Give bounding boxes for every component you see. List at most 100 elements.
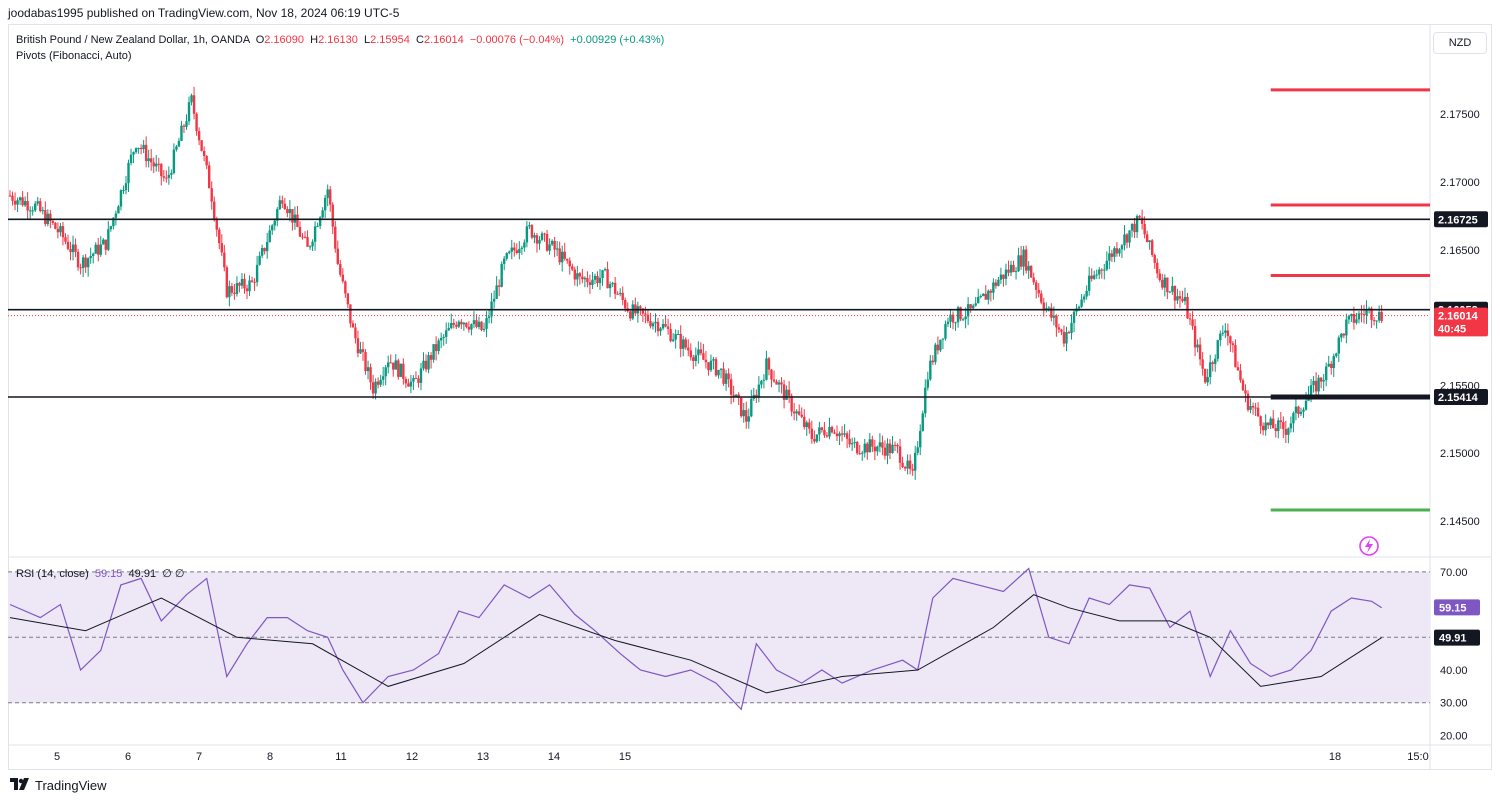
candle-body — [268, 230, 271, 243]
candle-body — [732, 394, 735, 397]
candle-body — [341, 274, 345, 282]
candle-body — [878, 442, 882, 447]
candle-body — [606, 269, 609, 289]
candle-body — [243, 278, 246, 289]
candle-body — [956, 307, 960, 323]
candlestick-series — [8, 86, 1383, 480]
candle-body — [260, 247, 264, 256]
candle-body — [1168, 291, 1172, 293]
candle-body — [1017, 255, 1020, 272]
price-label-box — [1434, 388, 1488, 405]
candle-body — [1024, 249, 1028, 271]
candle-body — [273, 220, 276, 226]
candle-body — [147, 158, 150, 162]
candle-body — [533, 235, 536, 238]
candle-body — [908, 460, 912, 469]
candle-body — [364, 351, 367, 372]
candle-body — [1110, 253, 1114, 257]
candle-body — [666, 326, 670, 330]
candle-body — [1345, 319, 1348, 336]
candle-body — [1261, 425, 1265, 431]
candle-body — [1120, 245, 1124, 250]
candle-body — [974, 303, 977, 306]
candle-body — [129, 154, 133, 163]
candle-body — [1340, 333, 1343, 338]
candle-body — [94, 244, 97, 254]
candle-body — [1239, 370, 1242, 381]
candle-body — [745, 410, 748, 422]
candle-body — [1299, 411, 1303, 414]
candle-body — [1289, 423, 1293, 429]
candle-body — [495, 285, 498, 299]
candle-body — [573, 269, 576, 280]
indicator-legend[interactable]: Pivots (Fibonacci, Auto) — [16, 50, 132, 62]
candle-body — [1105, 260, 1109, 270]
candle-body — [1148, 240, 1151, 243]
price-label-box — [1434, 211, 1488, 228]
candle-body — [1161, 279, 1164, 288]
candle-body — [384, 367, 387, 377]
candle-body — [944, 324, 947, 339]
candle-body — [248, 280, 251, 292]
candle-body — [1070, 322, 1073, 333]
candle-body — [1330, 363, 1333, 369]
candle-body — [207, 165, 211, 189]
rsi-legend[interactable]: RSI (14, close) 59.15 49.91 ∅ ∅ — [16, 567, 184, 580]
candle-body — [760, 380, 763, 385]
lightning-alert-icon[interactable] — [1359, 536, 1379, 556]
candle-body — [36, 201, 39, 204]
candle-body — [1292, 412, 1295, 424]
candle-body — [1284, 429, 1288, 435]
candle-body — [1362, 314, 1366, 316]
rsi-label: RSI (14, close) — [16, 568, 89, 580]
candle-body — [381, 376, 385, 380]
candle-body — [263, 247, 266, 252]
candle-body — [1080, 299, 1083, 307]
candle-body — [109, 226, 113, 230]
time-tick-label: 5 — [54, 751, 60, 763]
tradingview-logo[interactable]: TradingView — [10, 778, 107, 793]
candle-body — [757, 384, 761, 398]
candle-body — [568, 260, 571, 267]
candle-body — [1352, 313, 1356, 323]
candle-body — [240, 278, 244, 286]
candle-body — [1277, 420, 1280, 432]
candle-body — [881, 442, 884, 448]
price-label-text: 2.16725 — [1438, 214, 1478, 226]
candle-body — [1082, 296, 1086, 300]
candle-body — [139, 147, 143, 150]
candle-body — [641, 308, 645, 314]
currency-button[interactable]: NZD — [1433, 32, 1487, 54]
candle-body — [255, 264, 259, 283]
rsi-value: 59.15 — [94, 568, 123, 580]
candle-body — [543, 233, 546, 235]
candle-body — [8, 195, 12, 197]
candle-body — [28, 210, 32, 212]
candle-body — [331, 204, 334, 227]
candle-body — [1309, 385, 1313, 395]
candle-body — [805, 422, 808, 428]
candle-body — [1035, 282, 1038, 290]
candle-body — [392, 362, 395, 370]
candle-body — [1191, 319, 1194, 326]
rsi-value-text: 49.91 — [1439, 633, 1467, 645]
candle-body — [699, 349, 703, 354]
candle-body — [344, 281, 347, 294]
candle-body — [1138, 216, 1141, 218]
candle-body — [182, 125, 186, 127]
candle-body — [505, 253, 508, 259]
candle-body — [187, 102, 191, 122]
candle-body — [321, 210, 324, 218]
candle-body — [982, 293, 985, 296]
candle-body — [906, 460, 909, 469]
candle-body — [813, 439, 816, 442]
candle-body — [566, 258, 569, 261]
time-tick-label: 15:0 — [1407, 751, 1428, 763]
candle-body — [11, 195, 14, 201]
candle-body — [172, 149, 176, 174]
candle-body — [233, 292, 236, 294]
candle-body — [959, 307, 962, 320]
candle-body — [712, 359, 715, 361]
candle-body — [765, 358, 768, 380]
